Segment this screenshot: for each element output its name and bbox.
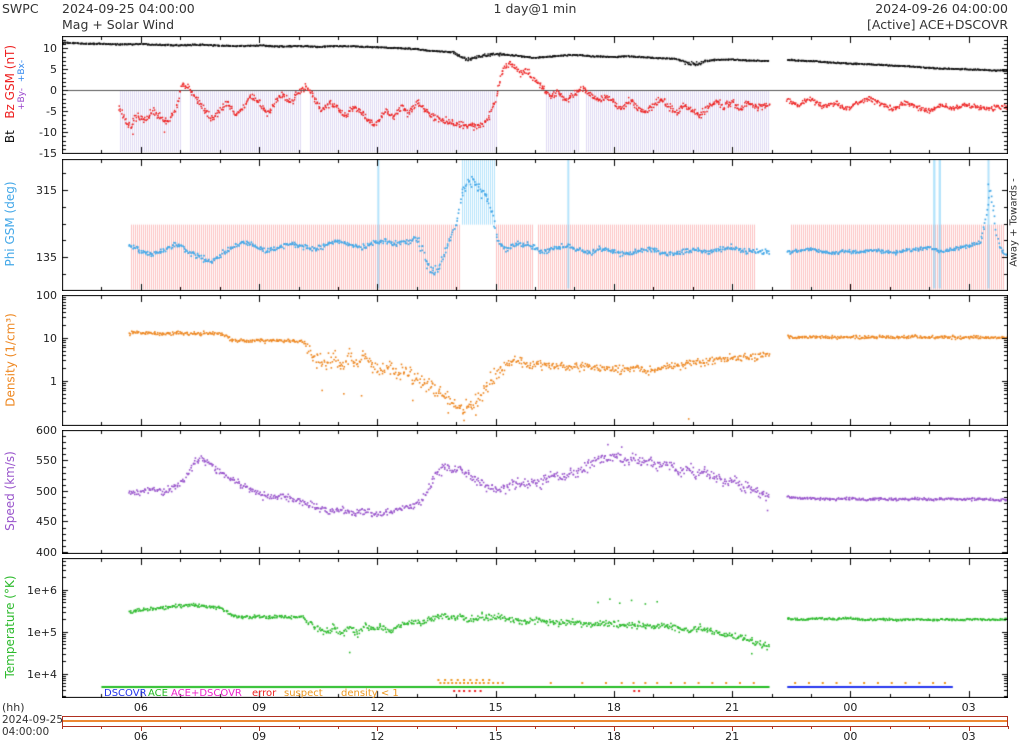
overview-bar-tick <box>338 726 339 729</box>
temperature-ytick-label: 1e+4 <box>27 667 57 681</box>
mag-ytick-label: -5 <box>46 105 57 119</box>
speed-ytick-label: 400 <box>36 545 57 559</box>
density-ytick-label: 1 <box>50 374 57 388</box>
hh-axis-label: (hh) <box>2 701 25 714</box>
hour-label-row2: 12 <box>370 730 385 741</box>
hour-label-row2: 00 <box>843 730 858 741</box>
hour-label-row1: 06 <box>133 701 148 714</box>
phi-ytick-label: 315 <box>36 183 57 197</box>
panel-temperature-canvas <box>62 558 1008 698</box>
temperature-ytick-label: 1e+6 <box>27 583 57 597</box>
speed-ytick-label: 500 <box>36 484 57 498</box>
hour-label-row2: 21 <box>725 730 740 741</box>
hour-label-row2: 18 <box>606 730 621 741</box>
overview-bar-tick <box>220 726 221 729</box>
overview-bar-tick <box>456 726 457 729</box>
ylabel-phi: Phi GSM (deg) <box>3 181 17 267</box>
overview-bar-tick <box>1008 726 1009 729</box>
phi-sector-label: Away + Towards - <box>1008 178 1020 267</box>
legend-error: error <box>252 688 277 699</box>
panel-mag-canvas <box>62 36 1008 154</box>
phi-ytick-label: 135 <box>36 251 57 265</box>
hour-label-row2: 03 <box>961 730 976 741</box>
hour-label-row2: 06 <box>133 730 148 741</box>
overview-bar-tick <box>417 726 418 729</box>
overview-bar-tick <box>811 726 812 729</box>
speed-ytick-label: 600 <box>36 424 57 437</box>
overview-bar-line <box>63 720 1007 722</box>
mag-ytick-label: 5 <box>50 63 57 77</box>
density-ytick-label: 100 <box>36 289 57 302</box>
cadence-title: 1 day@1 min <box>493 1 577 16</box>
overview-bar-tick <box>180 726 181 729</box>
panel-density-canvas <box>62 295 1008 426</box>
overview-bar-tick <box>62 726 63 729</box>
overview-bar-tick <box>259 726 260 731</box>
hour-label-row1: 09 <box>252 701 267 714</box>
density-ytick-label: 10 <box>43 331 57 345</box>
overview-bar-tick <box>496 726 497 731</box>
overview-bar-tick <box>574 726 575 729</box>
mag-ytick-label: 0 <box>50 84 57 98</box>
mag-ytick-label: -10 <box>39 126 57 140</box>
overview-bar-tick <box>653 726 654 729</box>
overview-bar-tick <box>101 726 102 729</box>
hour-label-row1: 21 <box>725 701 740 714</box>
active-source-status: [Active] ACE+DSCOVR <box>867 17 1008 32</box>
ylabel-density: Density (1/cm³) <box>3 313 18 407</box>
panel-phi-canvas <box>62 159 1008 291</box>
overview-bar-tick <box>141 726 142 731</box>
end-datetime: 2024-09-26 04:00:00 <box>875 1 1008 16</box>
panel-speed-canvas <box>62 430 1008 554</box>
overview-bar-tick <box>929 726 930 729</box>
overview-bar-tick <box>850 726 851 731</box>
legend-suspect: suspect <box>284 688 323 699</box>
speed-ytick-label: 550 <box>36 454 57 468</box>
legend-ace: ACE <box>148 688 168 699</box>
start-datetime: 2024-09-25 04:00:00 <box>62 1 195 16</box>
plot-title: Mag + Solar Wind <box>62 17 175 32</box>
overview-bar-tick <box>969 726 970 731</box>
bottom-date-line1: 2024-09-25 <box>2 714 64 726</box>
mag-ytick-label: -15 <box>39 147 57 161</box>
hour-label-row1: 12 <box>370 701 385 714</box>
temperature-ytick-label: 1e+5 <box>27 625 57 639</box>
mag-ytick-label: 10 <box>43 42 57 56</box>
bottom-date-line2: 04:00:00 <box>2 726 50 738</box>
overview-bar-tick <box>772 726 773 729</box>
hour-label-row1: 00 <box>843 701 858 714</box>
legend-density: density < 1 <box>341 688 399 699</box>
hour-label-row1: 15 <box>488 701 503 714</box>
legend-ace-dscovr: ACE+DSCOVR <box>171 688 242 699</box>
hour-label-row2: 09 <box>252 730 267 741</box>
overview-bar-tick <box>535 726 536 729</box>
overview-bar-tick <box>299 726 300 729</box>
hour-label-row1: 18 <box>606 701 621 714</box>
overview-bar-tick <box>693 726 694 729</box>
hour-label-row1: 03 <box>961 701 976 714</box>
overview-bar-tick <box>732 726 733 731</box>
legend-dscovr: DSCOVR <box>104 688 147 699</box>
overview-bar-tick <box>614 726 615 731</box>
app-title: SWPC <box>2 1 39 16</box>
speed-ytick-label: 450 <box>36 515 57 529</box>
overview-bar-tick <box>377 726 378 731</box>
hour-label-row2: 15 <box>488 730 503 741</box>
overview-bar-tick <box>890 726 891 729</box>
